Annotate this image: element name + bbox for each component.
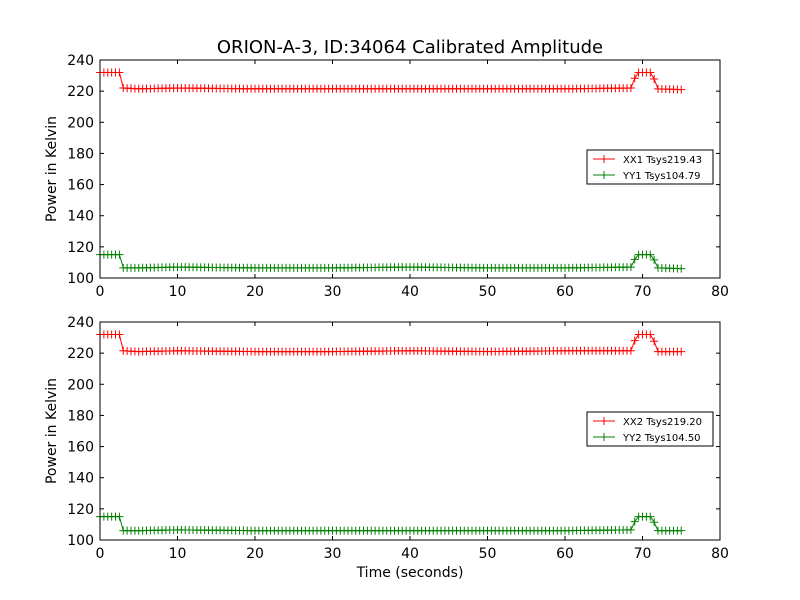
data-point bbox=[650, 255, 659, 264]
data-point bbox=[626, 84, 635, 93]
y-tick-label: 180 bbox=[67, 408, 94, 424]
data-point bbox=[115, 68, 124, 77]
legend-box bbox=[586, 411, 714, 447]
series-1-1 bbox=[96, 68, 686, 94]
y-tick-label: 220 bbox=[67, 346, 94, 362]
legend-marker bbox=[600, 433, 608, 441]
x-axis-label: Time (seconds) bbox=[356, 565, 464, 581]
data-point bbox=[626, 346, 635, 355]
x-tick-label: 10 bbox=[169, 284, 187, 300]
chart-title: ORION-A-3, ID:34064 Calibrated Amplitude bbox=[217, 37, 603, 58]
legend: XX2 Tsys219.20 YY2 Tsys104.50 bbox=[586, 411, 714, 447]
data-point bbox=[677, 526, 686, 535]
legend-marker bbox=[600, 417, 608, 425]
legend-marker bbox=[600, 155, 608, 163]
x-tick-label: 70 bbox=[634, 546, 652, 562]
data-point bbox=[677, 264, 686, 273]
legend-label: YY2 Tsys104.50 bbox=[622, 433, 701, 444]
y-tick-label: 240 bbox=[67, 315, 94, 331]
y-tick-label: 140 bbox=[67, 209, 94, 225]
data-point bbox=[626, 263, 635, 272]
series-2-1 bbox=[96, 330, 686, 356]
data-point bbox=[630, 336, 639, 345]
legend-label: XX1 Tsys219.43 bbox=[623, 155, 702, 166]
data-point bbox=[646, 68, 655, 77]
chart-panel-2: 0 10 20 30 40 50 60 70 80 100 120 140 160 180 200 220 24… bbox=[44, 315, 729, 581]
legend-marker bbox=[600, 171, 608, 179]
legend-label: XX2 Tsys219.20 bbox=[623, 417, 702, 428]
data-point bbox=[677, 347, 686, 356]
data-point bbox=[646, 250, 655, 259]
y-tick-label: 160 bbox=[67, 178, 94, 194]
y-tick-label: 120 bbox=[67, 240, 94, 256]
data-point bbox=[677, 85, 686, 94]
data-point bbox=[630, 74, 639, 83]
legend-box bbox=[586, 149, 714, 185]
y-axis-label: Power in Kelvin bbox=[44, 378, 60, 484]
x-tick-label: 70 bbox=[634, 284, 652, 300]
data-point bbox=[626, 525, 635, 534]
x-tick-label: 30 bbox=[324, 546, 342, 562]
data-point bbox=[650, 337, 659, 346]
y-tick-label: 220 bbox=[67, 84, 94, 100]
x-tick-label: 30 bbox=[324, 284, 342, 300]
y-tick-label: 100 bbox=[67, 271, 94, 287]
x-tick-label: 60 bbox=[556, 546, 574, 562]
x-tick-label: 80 bbox=[711, 284, 729, 300]
x-tick-label: 0 bbox=[96, 546, 105, 562]
x-tick-label: 80 bbox=[711, 546, 729, 562]
data-point bbox=[646, 512, 655, 521]
x-tick-label: 50 bbox=[479, 546, 497, 562]
y-tick-label: 100 bbox=[67, 533, 94, 549]
y-tick-label: 140 bbox=[67, 471, 94, 487]
x-tick-label: 40 bbox=[401, 546, 419, 562]
x-tick-label: 50 bbox=[479, 284, 497, 300]
data-point bbox=[630, 255, 639, 264]
x-tick-label: 20 bbox=[246, 546, 264, 562]
data-point bbox=[646, 330, 655, 339]
y-tick-label: 160 bbox=[67, 440, 94, 456]
x-tick-label: 20 bbox=[246, 284, 264, 300]
data-point bbox=[650, 518, 659, 527]
data-point bbox=[650, 74, 659, 83]
y-tick-label: 240 bbox=[67, 53, 94, 69]
chart-panel-1: 0 10 20 30 40 50 60 70 80 100 120 140 160 180 200 220 24… bbox=[44, 37, 729, 300]
x-tick-label: 40 bbox=[401, 284, 419, 300]
data-point bbox=[115, 250, 124, 259]
legend: XX1 Tsys219.43 YY1 Tsys104.79 bbox=[586, 149, 714, 185]
legend-label: YY1 Tsys104.79 bbox=[622, 171, 701, 182]
y-tick-label: 180 bbox=[67, 146, 94, 162]
series-2-2 bbox=[96, 512, 686, 535]
data-point bbox=[115, 512, 124, 521]
x-tick-label: 60 bbox=[556, 284, 574, 300]
y-tick-label: 120 bbox=[67, 502, 94, 518]
series-1-2 bbox=[96, 250, 686, 273]
x-tick-label: 0 bbox=[96, 284, 105, 300]
data-point bbox=[115, 330, 124, 339]
x-tick-label: 10 bbox=[169, 546, 187, 562]
y-tick-label: 200 bbox=[67, 115, 94, 131]
y-tick-label: 200 bbox=[67, 377, 94, 393]
y-axis-label: Power in Kelvin bbox=[44, 116, 60, 222]
data-point bbox=[630, 517, 639, 526]
